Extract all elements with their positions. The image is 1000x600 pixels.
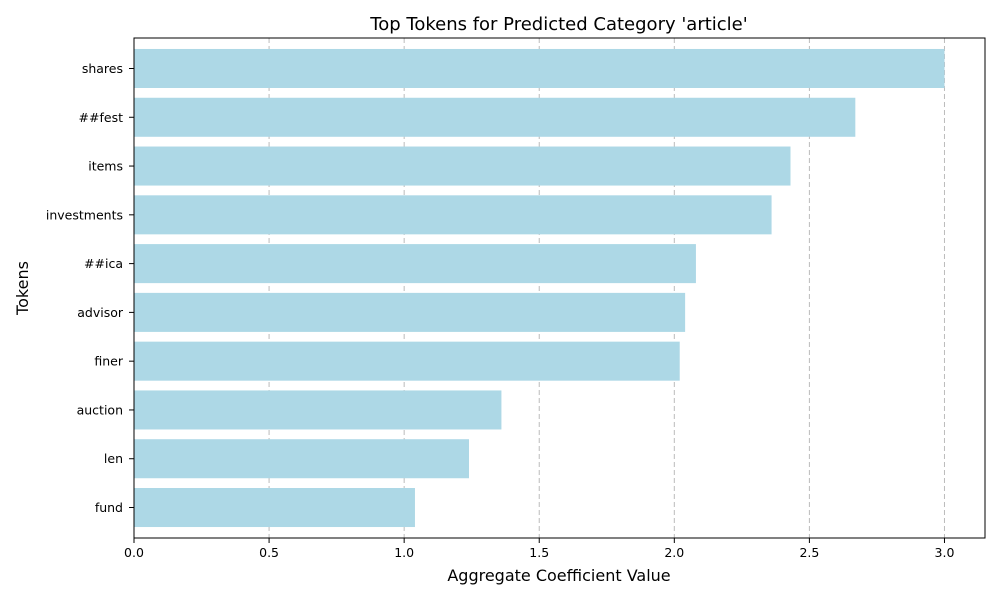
y-tick-label-8: len bbox=[104, 451, 123, 466]
y-tick-label-0: shares bbox=[82, 61, 123, 76]
x-tick-label-0: 0.0 bbox=[124, 545, 144, 560]
y-tick-label-2: items bbox=[88, 159, 123, 174]
bar-auction bbox=[134, 390, 502, 430]
bar-advisor bbox=[134, 292, 686, 332]
plot-frame bbox=[133, 37, 986, 539]
bar-len bbox=[134, 439, 469, 479]
x-tick-label-2: 1.0 bbox=[394, 545, 414, 560]
y-tick-label-3: investments bbox=[46, 207, 123, 222]
bar-investments bbox=[134, 195, 772, 235]
bar-fund bbox=[134, 488, 415, 528]
x-axis-label: Aggregate Coefficient Value bbox=[447, 566, 670, 585]
y-tick-label-5: advisor bbox=[77, 305, 124, 320]
x-tick-label-1: 0.5 bbox=[259, 545, 279, 560]
x-tick-label-4: 2.0 bbox=[664, 545, 684, 560]
y-tick-label-9: fund bbox=[95, 500, 123, 515]
bar-fest bbox=[134, 97, 856, 137]
x-tick-label-5: 2.5 bbox=[799, 545, 819, 560]
x-axis-ticks: 0.0 0.5 1.0 1.5 2.0 2.5 3.0 bbox=[124, 538, 954, 560]
y-axis-label: Tokens bbox=[13, 261, 32, 316]
bar-finer bbox=[134, 341, 680, 381]
x-tick-label-3: 1.5 bbox=[529, 545, 549, 560]
bars bbox=[134, 48, 945, 528]
x-tick-label-6: 3.0 bbox=[935, 545, 955, 560]
chart-title: Top Tokens for Predicted Category 'artic… bbox=[369, 14, 747, 35]
bar-shares bbox=[134, 48, 945, 88]
y-tick-label-6: finer bbox=[94, 354, 123, 369]
y-tick-label-1: ##fest bbox=[79, 110, 124, 125]
bar-ica bbox=[134, 244, 696, 284]
y-axis-ticks: shares ##fest items investments ##ica advisor… bbox=[46, 61, 134, 515]
axes bbox=[133, 37, 986, 539]
y-tick-label-7: auction bbox=[77, 402, 123, 417]
y-tick-label-4: ##ica bbox=[84, 256, 123, 271]
bar-items bbox=[134, 146, 791, 186]
